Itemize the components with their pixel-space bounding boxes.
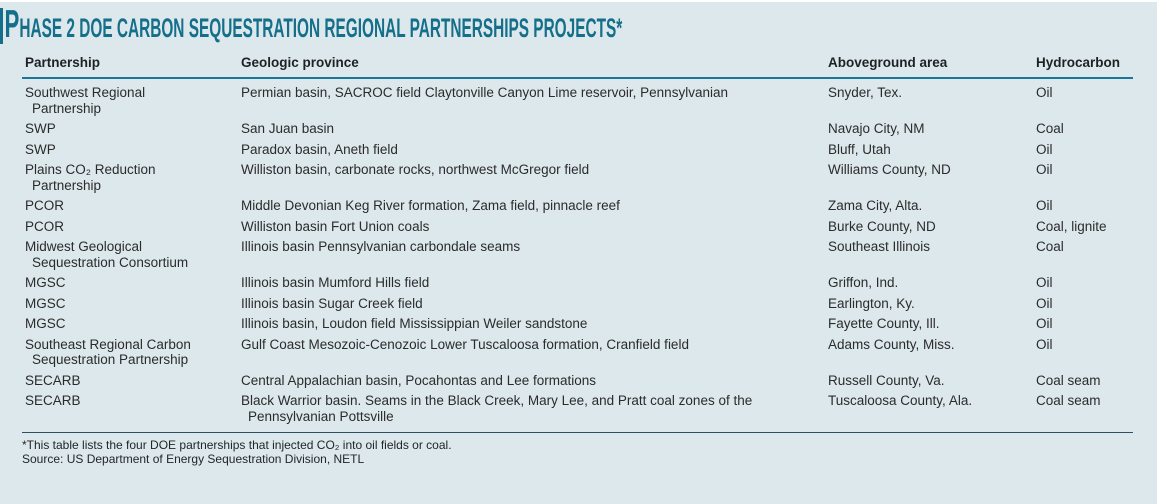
table-row: PCOR Middle Devonian Keg River formation… <box>22 196 1133 217</box>
cell-aboveground-area: Earlington, Ky. <box>828 295 915 311</box>
cell-hydrocarbon: Oil <box>1036 198 1053 213</box>
table-row: Southeast Regional Carbon Sequestration … <box>22 334 1133 370</box>
cell-geologic-province: Williston basin, carbonate rocks, northw… <box>241 162 590 177</box>
cell-hydrocarbon: Oil <box>1036 316 1053 331</box>
cell-geologic-province: Middle Devonian Keg River formation, Zam… <box>241 198 620 213</box>
table-row: MGSC Illinois basin Mumford Hills field … <box>22 273 1133 294</box>
footnote-source: Source: US Department of Energy Sequestr… <box>22 452 365 466</box>
cell-hydrocarbon: Coal, lignite <box>1036 218 1107 234</box>
cell-partnership: Plains CO₂ Reduction Partnership <box>25 162 156 193</box>
cell-hydrocarbon: Coal seam <box>1036 372 1101 388</box>
cell-geologic-province: San Juan basin <box>241 121 335 136</box>
cell-hydrocarbon: Coal seam <box>1036 393 1101 408</box>
title-accent-bar <box>0 8 3 44</box>
table-row: MGSC Illinois basin, Loudon field Missis… <box>22 314 1133 335</box>
table-body: Southwest Regional Partnership Permian b… <box>22 78 1133 427</box>
cell-geologic-province: Williston basin Fort Union coals <box>241 218 430 234</box>
table-row: Midwest Geological Sequestration Consort… <box>22 237 1133 273</box>
cell-aboveground-area: Tuscaloosa County, Ala. <box>828 393 973 408</box>
cell-geologic-province: Permian basin, SACROC field Claytonville… <box>241 85 728 100</box>
col-header-hydrocarbon: Hydrocarbon <box>1033 55 1133 79</box>
col-header-aboveground-area: Aboveground area <box>825 55 1033 79</box>
cell-geologic-province: Illinois basin Pennsylvanian carbondale … <box>241 239 521 254</box>
cell-aboveground-area: Burke County, ND <box>828 218 936 234</box>
table-row: Plains CO₂ Reduction Partnership Willist… <box>22 160 1133 196</box>
table-row: SWP San Juan basin Navajo City, NM Coal <box>22 119 1133 140</box>
cell-aboveground-area: Bluff, Utah <box>828 141 891 157</box>
cell-partnership: SWP <box>25 141 56 157</box>
cell-aboveground-area: Russell County, Va. <box>828 372 945 388</box>
table-row: SECARB Central Appalachian basin, Pocaho… <box>22 370 1133 391</box>
cell-aboveground-area: Zama City, Alta. <box>828 198 923 213</box>
cell-aboveground-area: Fayette County, Ill. <box>828 316 940 331</box>
cell-aboveground-area: Snyder, Tex. <box>828 85 903 100</box>
cell-aboveground-area: Adams County, Miss. <box>828 336 955 352</box>
cell-partnership: Southeast Regional Carbon Sequestration … <box>25 336 191 368</box>
cell-hydrocarbon: Coal <box>1036 239 1064 254</box>
table-row: SECARB Black Warrior basin. Seams in the… <box>22 391 1133 427</box>
cell-hydrocarbon: Oil <box>1036 295 1053 311</box>
cell-geologic-province: Paradox basin, Aneth field <box>241 141 398 157</box>
cell-partnership: Midwest Geological Sequestration Consort… <box>25 239 189 270</box>
cell-geologic-province: Gulf Coast Mesozoic-Cenozoic Lower Tusca… <box>241 336 689 352</box>
cell-partnership: SWP <box>25 121 56 136</box>
cell-aboveground-area: Williams County, ND <box>828 162 951 177</box>
cell-aboveground-area: Navajo City, NM <box>828 121 925 136</box>
cell-hydrocarbon: Oil <box>1036 162 1053 177</box>
footnote-asterisk: *This table lists the four DOE partnersh… <box>22 437 452 452</box>
cell-partnership: MGSC <box>25 295 66 311</box>
cell-partnership: SECARB <box>25 393 81 408</box>
table-row: MGSC Illinois basin Sugar Creek field Ea… <box>22 293 1133 314</box>
cell-hydrocarbon: Oil <box>1036 275 1053 290</box>
cell-partnership: SECARB <box>25 372 81 388</box>
cell-geologic-province: Illinois basin, Loudon field Mississippi… <box>241 316 588 331</box>
cell-partnership: MGSC <box>25 275 66 290</box>
col-header-partnership: Partnership <box>22 55 238 79</box>
cell-partnership: MGSC <box>25 316 66 331</box>
cell-geologic-province: Illinois basin Sugar Creek field <box>241 295 423 311</box>
cell-partnership: Southwest Regional Partnership <box>25 85 146 116</box>
cell-geologic-province: Black Warrior basin. Seams in the Black … <box>241 393 753 424</box>
cell-partnership: PCOR <box>25 198 65 213</box>
table-row: PCOR Williston basin Fort Union coals Bu… <box>22 216 1133 237</box>
footnotes: *This table lists the four DOE partnersh… <box>22 431 1133 467</box>
figure-title: PHASE 2 DOE CARBON SEQUESTRATION REGIONA… <box>4 3 623 46</box>
cell-hydrocarbon: Oil <box>1036 141 1053 157</box>
table-header-row: Partnership Geologic province Abovegroun… <box>22 55 1133 79</box>
cell-partnership: PCOR <box>25 218 65 234</box>
cell-geologic-province: Central Appalachian basin, Pocahontas an… <box>241 372 596 388</box>
table-row: Southwest Regional Partnership Permian b… <box>22 78 1133 119</box>
cell-hydrocarbon: Oil <box>1036 85 1053 100</box>
cell-aboveground-area: Griffon, Ind. <box>828 275 899 290</box>
col-header-geologic-province: Geologic province <box>238 55 825 79</box>
cell-aboveground-area: Southeast Illinois <box>828 239 931 254</box>
cell-geologic-province: Illinois basin Mumford Hills field <box>241 275 430 290</box>
table-row: SWP Paradox basin, Aneth field Bluff, Ut… <box>22 139 1133 160</box>
projects-table: Partnership Geologic province Abovegroun… <box>22 55 1133 427</box>
cell-hydrocarbon: Coal <box>1036 121 1064 136</box>
cell-hydrocarbon: Oil <box>1036 336 1053 352</box>
